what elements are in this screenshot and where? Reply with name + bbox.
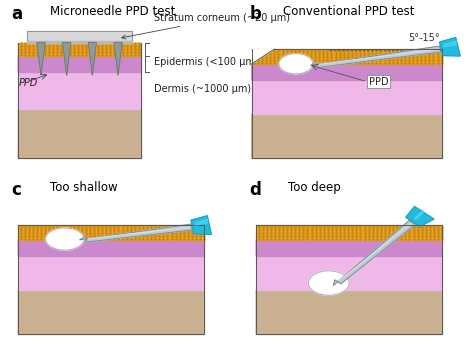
Text: Epidermis (<100 μm): Epidermis (<100 μm) <box>155 57 259 67</box>
Text: Conventional PPD test: Conventional PPD test <box>283 5 415 18</box>
Polygon shape <box>439 37 460 56</box>
Text: b: b <box>249 5 261 23</box>
Text: c: c <box>11 181 21 199</box>
Ellipse shape <box>279 54 313 74</box>
Polygon shape <box>18 289 204 334</box>
Text: Too deep: Too deep <box>288 181 341 194</box>
Text: d: d <box>249 181 261 199</box>
Text: PPD: PPD <box>18 79 37 89</box>
Text: Dermis (~1000 μm): Dermis (~1000 μm) <box>155 84 251 94</box>
Polygon shape <box>333 220 415 285</box>
Polygon shape <box>37 43 45 75</box>
Polygon shape <box>256 289 442 334</box>
Text: a: a <box>11 5 23 23</box>
Polygon shape <box>114 43 122 75</box>
Polygon shape <box>88 43 96 75</box>
Polygon shape <box>256 239 442 256</box>
Polygon shape <box>252 49 274 64</box>
Polygon shape <box>18 108 141 158</box>
Polygon shape <box>18 55 141 72</box>
Polygon shape <box>80 224 192 242</box>
Polygon shape <box>406 207 434 227</box>
Polygon shape <box>27 31 132 43</box>
Polygon shape <box>63 43 71 75</box>
Text: 5°-15°: 5°-15° <box>408 34 440 43</box>
Text: Too shallow: Too shallow <box>50 181 118 194</box>
Polygon shape <box>310 46 441 67</box>
Polygon shape <box>191 216 211 234</box>
Text: Microneedle PPD test: Microneedle PPD test <box>50 5 175 18</box>
Ellipse shape <box>309 271 349 295</box>
Text: Stratum corneum (~20 μm): Stratum corneum (~20 μm) <box>122 13 290 39</box>
Polygon shape <box>18 239 204 256</box>
Ellipse shape <box>46 228 84 250</box>
Text: PPD: PPD <box>369 77 388 87</box>
Polygon shape <box>252 63 442 80</box>
Polygon shape <box>252 113 442 158</box>
